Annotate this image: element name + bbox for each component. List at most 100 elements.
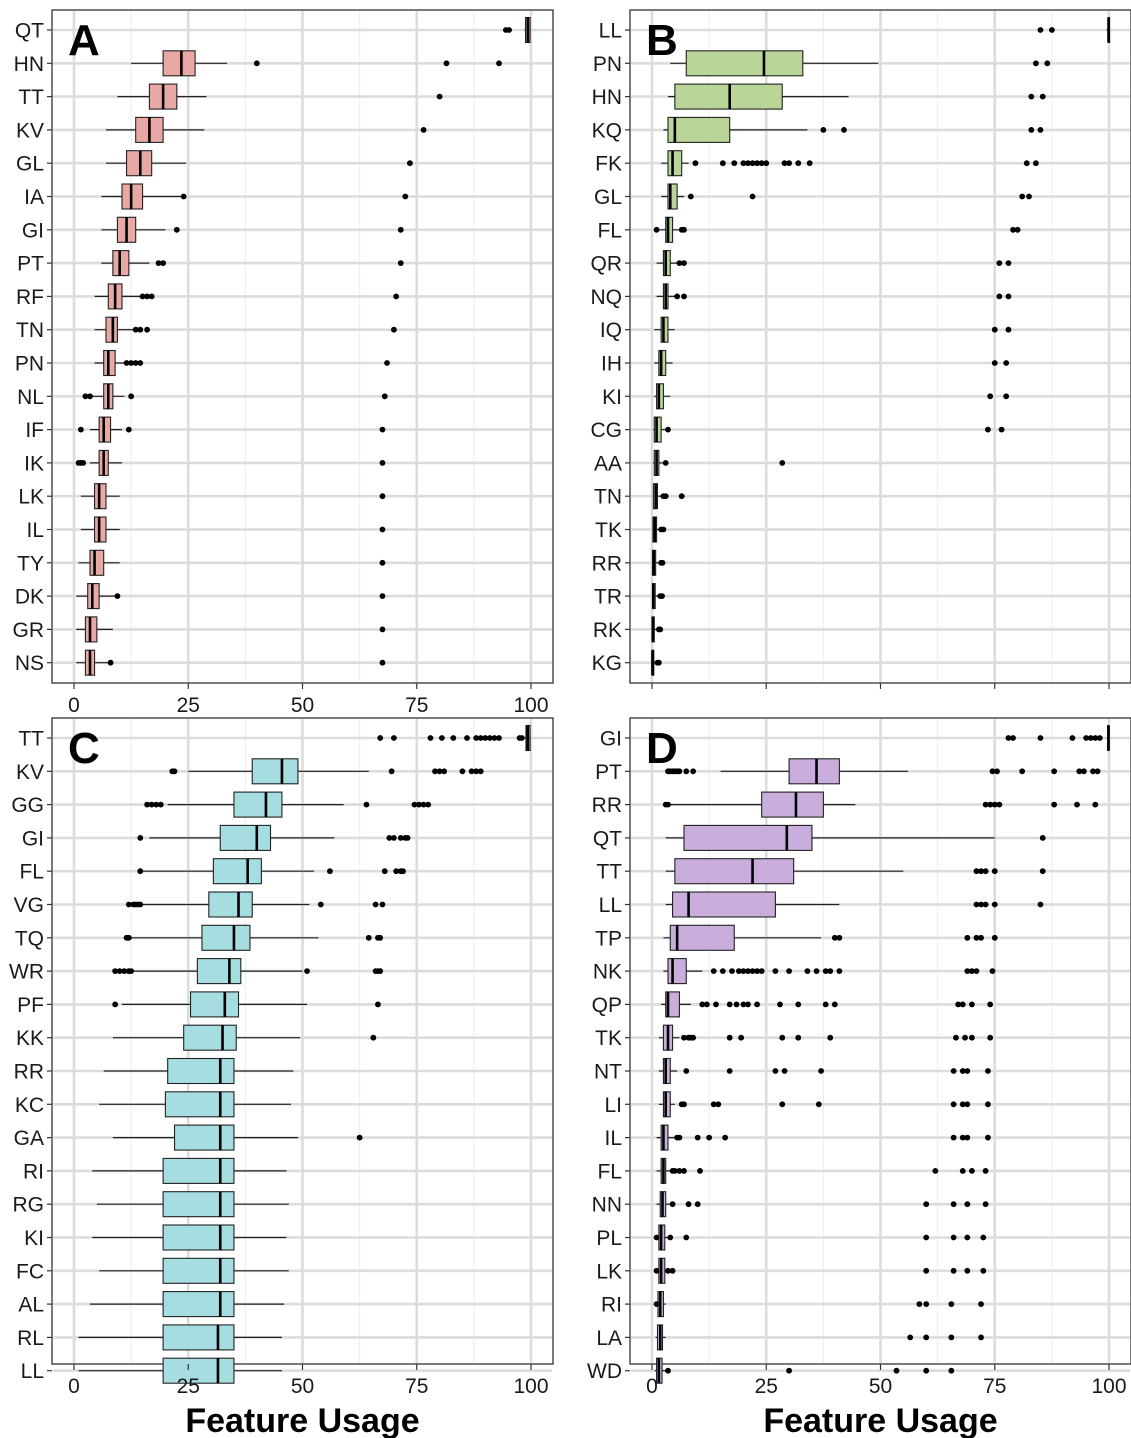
outlier-point: [304, 968, 310, 974]
category-label: KV: [16, 761, 44, 784]
box-pt: [665, 758, 1101, 785]
outlier-point: [370, 1034, 377, 1041]
outlier-point: [813, 968, 820, 974]
box-iqr: [667, 958, 687, 985]
outlier-point: [379, 901, 386, 908]
box-nk: [663, 958, 996, 985]
outlier-point: [978, 901, 984, 908]
outlier-point: [137, 901, 144, 908]
outlier-point: [950, 1234, 957, 1241]
outlier-point: [674, 293, 681, 300]
outlier-point: [416, 801, 422, 808]
category-label: RI: [601, 1294, 622, 1317]
box-ih: [654, 349, 1010, 377]
outlier-point: [379, 426, 386, 433]
outlier-point: [745, 968, 751, 974]
outlier-point: [726, 1034, 733, 1041]
outlier-point: [749, 193, 756, 200]
box-iqr: [162, 1191, 235, 1218]
box-hn: [667, 83, 1046, 110]
x-tick-label: 75: [405, 694, 428, 717]
box-li: [658, 1091, 991, 1118]
category-label: PT: [595, 761, 622, 784]
panel-tag: D: [646, 724, 678, 773]
outlier-point: [982, 1168, 989, 1174]
outlier-point: [1019, 768, 1026, 775]
category-label: NQ: [591, 286, 623, 309]
box-rr: [662, 791, 1099, 818]
outlier-point: [973, 968, 980, 974]
outlier-point: [964, 1201, 971, 1208]
box-ty: [78, 549, 386, 576]
box-gg: [144, 791, 432, 818]
x-tick-label: 0: [646, 1375, 658, 1398]
outlier-point: [1005, 260, 1012, 266]
outlier-point: [996, 293, 1003, 300]
outlier-point: [777, 1001, 783, 1008]
box-ll: [1037, 16, 1111, 44]
category-label: RG: [13, 1194, 45, 1217]
outlier-point: [384, 360, 390, 366]
outlier-point: [740, 968, 747, 974]
outlier-point: [779, 1034, 786, 1041]
outlier-point: [391, 835, 397, 841]
category-label: GR: [13, 619, 45, 642]
outlier-point: [1005, 293, 1012, 300]
outlier-point: [955, 1001, 962, 1008]
category-label: FC: [16, 1260, 44, 1283]
outlier-point: [379, 626, 386, 633]
outlier-point: [1010, 735, 1016, 741]
outlier-point: [121, 968, 128, 974]
outlier-point: [1014, 226, 1021, 233]
outlier-point: [391, 735, 397, 741]
outlier-point: [959, 1168, 966, 1174]
outlier-point: [1032, 60, 1039, 67]
outlier-point: [962, 1034, 968, 1041]
outlier-point: [984, 1101, 991, 1108]
outlier-point: [116, 968, 123, 974]
outlier-point: [173, 226, 180, 233]
panel-tag: A: [68, 16, 100, 65]
outlier-point: [112, 1001, 119, 1008]
outlier-point: [397, 835, 404, 841]
box-tk: [658, 1024, 994, 1051]
outlier-point: [128, 360, 135, 366]
x-tick-label: 25: [177, 694, 200, 717]
box-vg: [125, 891, 386, 918]
category-label: PF: [17, 994, 44, 1017]
outlier-point: [653, 1267, 660, 1274]
category-label: NK: [593, 961, 622, 984]
outlier-point: [719, 968, 726, 974]
box-iqr: [788, 758, 840, 785]
outlier-point: [987, 801, 994, 808]
category-label: FL: [19, 861, 44, 884]
outlier-point: [978, 1334, 984, 1341]
box-iqr: [196, 958, 242, 985]
outlier-point: [982, 1201, 989, 1208]
box-rr: [103, 1057, 294, 1085]
box-iqr: [183, 1024, 237, 1051]
category-label: KV: [16, 119, 44, 142]
category-label: KI: [602, 386, 622, 409]
outlier-point: [1037, 126, 1044, 133]
outlier-point: [157, 801, 164, 808]
category-label: NT: [594, 1061, 622, 1084]
outlier-point: [964, 1101, 971, 1108]
outlier-point: [978, 868, 984, 875]
outlier-point: [984, 1134, 991, 1141]
outlier-point: [694, 1134, 701, 1141]
outlier-point: [144, 293, 151, 300]
box-il: [80, 516, 386, 543]
outlier-point: [683, 768, 690, 775]
outlier-point: [379, 659, 386, 666]
outlier-point: [923, 1201, 930, 1208]
box-kg: [651, 649, 662, 676]
outlier-point: [683, 1068, 690, 1074]
box-ga: [112, 1124, 363, 1151]
box-gi: [101, 216, 404, 243]
outlier-point: [987, 1034, 994, 1041]
box-tt: [665, 858, 1046, 885]
outlier-point: [432, 768, 438, 775]
category-label: LK: [596, 1260, 622, 1283]
outlier-point: [980, 1267, 987, 1274]
